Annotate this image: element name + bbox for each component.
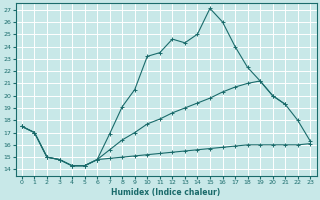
X-axis label: Humidex (Indice chaleur): Humidex (Indice chaleur)	[111, 188, 221, 197]
